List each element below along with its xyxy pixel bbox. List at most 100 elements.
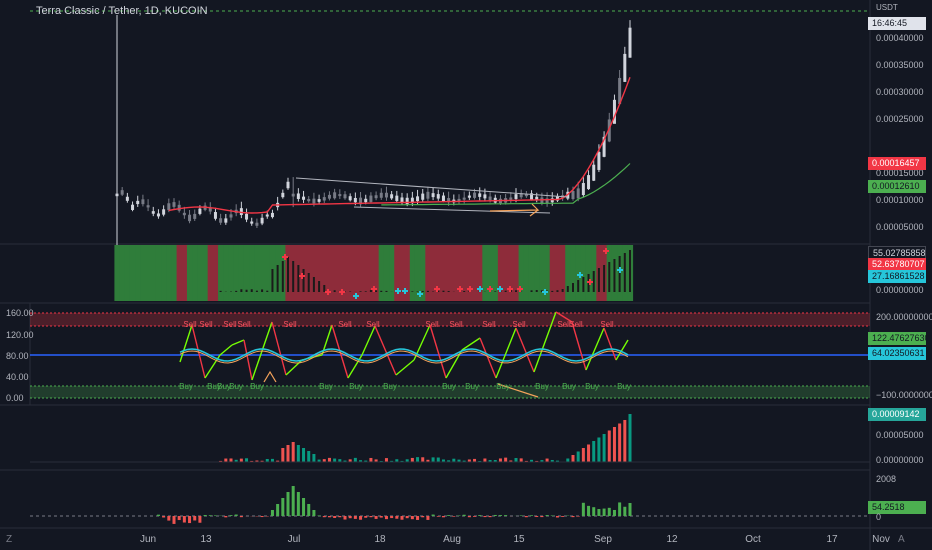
histo-bar: [276, 504, 280, 516]
candle-body: [348, 196, 352, 201]
osc1-stripe: [202, 245, 209, 301]
sell-label: Sell: [338, 320, 352, 329]
candle-body: [296, 193, 300, 199]
volume-bar: [555, 460, 559, 462]
osc1-bar: [364, 291, 367, 292]
arrow-annotation: [489, 203, 540, 212]
oscillator-segment: [555, 311, 573, 323]
ma-green-line: [381, 163, 631, 206]
buy-label: Buy: [383, 382, 397, 391]
osc1-bar: [442, 290, 445, 292]
candle-body: [597, 151, 601, 170]
histo-bar: [198, 516, 202, 523]
candle-body: [369, 195, 373, 202]
buy-label: Buy: [319, 382, 333, 391]
candle-body: [131, 204, 135, 210]
histo-bar: [426, 516, 430, 520]
oscillator-segment: [361, 325, 376, 356]
price-tick: 0.00015000: [876, 168, 924, 178]
candle-body: [182, 212, 186, 216]
candle-body: [478, 193, 482, 197]
osc1-stripe: [440, 245, 447, 301]
candle-body: [141, 199, 145, 205]
histo-bar: [441, 516, 445, 518]
histo-bar: [405, 516, 409, 519]
candle-body: [405, 197, 409, 205]
volume-bar: [416, 457, 420, 462]
sell-label: Sell: [283, 320, 297, 329]
volume-bar: [457, 459, 461, 462]
histo-bar: [317, 515, 321, 516]
volume-bar: [343, 460, 347, 462]
osc1-bar: [271, 269, 274, 292]
candle-body: [245, 213, 249, 220]
histo-bar: [540, 516, 544, 518]
volume-bar: [618, 423, 622, 462]
sell-label: Sell: [237, 320, 251, 329]
osc1-stripe: [129, 245, 136, 301]
histo-bar: [162, 516, 166, 518]
histo-bar: [535, 516, 539, 518]
osc1-stripe: [456, 245, 463, 301]
osc1-bar: [577, 280, 580, 292]
sell-label: Sell: [199, 320, 213, 329]
osc1-bar: [375, 290, 378, 292]
osc1-stripe: [192, 245, 198, 301]
osc1-stripe: [259, 245, 266, 301]
oscillator-segment: [191, 324, 206, 379]
histo-bar: [488, 516, 492, 518]
histo-bar: [498, 515, 502, 516]
volume-badge: 0.00009142: [868, 408, 926, 421]
histo-bar: [504, 515, 508, 516]
volume-bar: [224, 458, 228, 462]
time-tick: Jul: [287, 534, 301, 545]
histo-bar: [555, 516, 559, 518]
volume-bar: [250, 460, 254, 462]
volume-bar: [623, 420, 627, 462]
histo-bar: [229, 515, 233, 516]
histo-bar: [462, 514, 466, 516]
ma-green-badge: 0.00012610: [868, 180, 926, 193]
osc1-bar: [535, 290, 538, 292]
buy-label: Buy: [535, 382, 549, 391]
oscillator-segment: [479, 337, 497, 379]
candle-body: [379, 192, 383, 198]
candle-body: [265, 214, 269, 217]
osc1-bar: [318, 281, 321, 292]
auto-scale-button[interactable]: A: [898, 534, 905, 545]
histo-bar: [400, 516, 404, 520]
osc1-stripe: [373, 245, 380, 301]
volume-bar: [509, 460, 513, 462]
osc1-stripe: [161, 245, 167, 301]
volume-bar: [348, 459, 352, 462]
volume-bar: [545, 458, 549, 462]
candle-body: [260, 217, 264, 224]
histo-bar: [379, 516, 383, 518]
histo-bar: [447, 515, 451, 516]
osc1-stripe: [477, 245, 483, 301]
sell-label: Sell: [449, 320, 463, 329]
volume-bar: [302, 448, 306, 462]
signal-line-2: [179, 350, 629, 364]
candle-body: [353, 197, 357, 203]
osc1-stripe: [264, 245, 271, 301]
symbol-title[interactable]: Terra Classic / Tether, 1D, KUCOIN: [36, 5, 208, 17]
candle-body: [587, 175, 591, 190]
volume-bar: [312, 454, 316, 462]
histo-bar: [359, 516, 363, 520]
osc1-stripe: [150, 245, 157, 301]
candle-body: [519, 193, 523, 198]
histo-bar: [473, 516, 477, 517]
sell-label: Sell: [183, 320, 197, 329]
osc1-bar: [603, 265, 606, 292]
timezone-button[interactable]: Z: [6, 534, 13, 545]
osc1-stripe: [554, 245, 561, 301]
osc1-stripe: [508, 245, 514, 301]
volume-bar: [390, 460, 394, 462]
sell-label: Sell: [425, 320, 439, 329]
candle-body: [555, 196, 559, 201]
osc1-stripe: [218, 245, 224, 301]
osc1-stripe: [534, 245, 540, 301]
volume-zero-tick: 0.00000000: [876, 455, 924, 465]
